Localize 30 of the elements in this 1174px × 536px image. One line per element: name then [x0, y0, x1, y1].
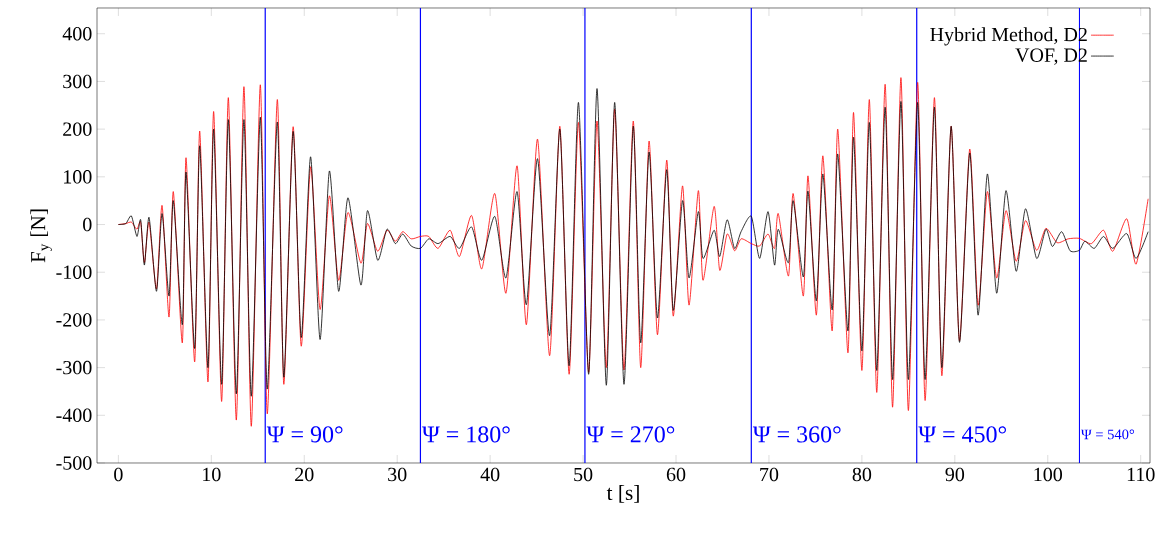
- x-axis-title: t [s]: [606, 485, 639, 503]
- annotation: Ψ = 180°: [422, 426, 510, 443]
- x-tick-label: 80: [852, 467, 872, 482]
- annotation: Ψ = 270°: [586, 426, 675, 443]
- annotation: Ψ = 540°: [1081, 429, 1135, 440]
- x-tick-label: 100: [1034, 467, 1063, 482]
- x-tick-label: 30: [388, 467, 407, 482]
- x-tick-label: 50: [574, 467, 593, 482]
- x-tick-label: 110: [1127, 467, 1155, 482]
- y-tick-label: 100: [64, 170, 92, 184]
- y-tick-label: 300: [63, 74, 92, 89]
- annotation: Ψ = 450°: [918, 426, 1006, 443]
- y-tick-label: -200: [56, 313, 92, 327]
- x-tick-label: 40: [480, 467, 500, 482]
- x-tick-label: 10: [203, 467, 221, 482]
- y-tick-label: 200: [63, 122, 92, 136]
- y-tick-label: 400: [62, 27, 92, 41]
- annotation: Ψ = 360°: [752, 426, 841, 443]
- x-tick-label: 20: [295, 467, 314, 482]
- x-tick-label: 0: [114, 467, 123, 482]
- y-tick-label: -100: [56, 265, 92, 279]
- y-tick-label: -400: [56, 408, 92, 423]
- annotation: Ψ = 90°: [266, 426, 343, 443]
- x-tick-label: 90: [945, 467, 965, 482]
- x-tick-label: 60: [666, 467, 686, 482]
- y-tick-label: 0: [83, 217, 92, 232]
- y-axis-title: F$_{y}$ [N]: [30, 209, 52, 263]
- y-tick-label: -500: [56, 456, 92, 470]
- x-tick-label: 70: [760, 467, 779, 482]
- y-tick-label: -300: [56, 360, 92, 375]
